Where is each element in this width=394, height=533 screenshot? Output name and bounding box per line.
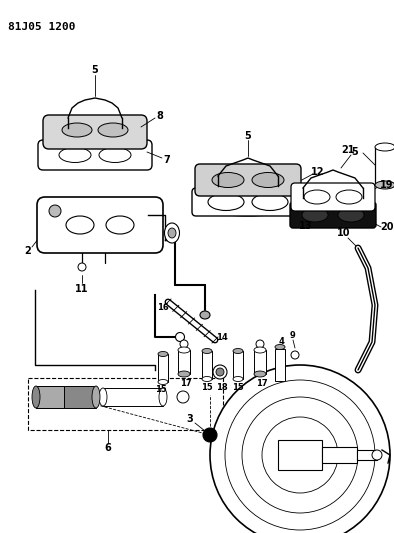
Bar [322,447,357,463]
Ellipse shape [372,450,382,460]
Ellipse shape [66,216,94,234]
Text: 8: 8 [156,111,164,121]
Bar [233,351,243,379]
Text: 15: 15 [155,385,167,394]
Text: 18: 18 [216,384,228,392]
Ellipse shape [59,148,91,163]
Text: 5: 5 [92,65,98,75]
Text: 15: 15 [201,383,213,392]
Ellipse shape [168,228,176,238]
Ellipse shape [375,181,394,189]
Ellipse shape [202,376,212,382]
Ellipse shape [233,376,243,382]
Ellipse shape [165,223,180,243]
Text: 17: 17 [180,379,192,389]
Ellipse shape [180,340,188,348]
Text: 14: 14 [216,333,228,342]
Ellipse shape [208,193,244,211]
Text: 6: 6 [105,443,112,453]
Ellipse shape [252,193,288,211]
Ellipse shape [178,371,190,377]
Ellipse shape [212,173,244,188]
Bar [178,350,190,374]
Bar [202,351,212,379]
Bar [254,350,266,374]
Bar [158,354,168,382]
Text: 10: 10 [337,228,351,238]
FancyBboxPatch shape [192,188,304,216]
Ellipse shape [49,205,61,217]
Ellipse shape [99,388,107,406]
Text: 4: 4 [279,336,285,345]
Text: 5: 5 [351,147,359,157]
Bar [103,388,163,406]
Text: 9: 9 [290,332,296,341]
Text: 19: 19 [380,180,394,190]
Ellipse shape [304,190,330,204]
Text: 3: 3 [187,414,193,424]
FancyBboxPatch shape [195,164,301,196]
Ellipse shape [338,208,364,222]
Bar [357,450,377,460]
FancyBboxPatch shape [37,197,163,253]
Ellipse shape [106,216,134,234]
Ellipse shape [275,344,285,350]
Ellipse shape [98,123,128,137]
FancyBboxPatch shape [290,202,376,228]
Ellipse shape [213,365,227,379]
Circle shape [242,397,358,513]
Text: 17: 17 [256,379,268,389]
Text: 11: 11 [75,284,89,294]
Bar [36,386,64,408]
Ellipse shape [200,311,210,319]
Ellipse shape [78,263,86,271]
Text: 21: 21 [341,145,355,155]
Ellipse shape [254,347,266,353]
FancyBboxPatch shape [38,140,152,170]
FancyBboxPatch shape [43,115,147,149]
Ellipse shape [233,349,243,353]
Ellipse shape [291,351,299,359]
Text: 7: 7 [164,155,170,165]
Ellipse shape [178,347,190,353]
Ellipse shape [293,184,373,209]
Text: 12: 12 [311,167,325,177]
Ellipse shape [159,388,167,406]
Ellipse shape [175,333,184,342]
Circle shape [210,365,390,533]
Text: 81J05 1200: 81J05 1200 [8,22,76,32]
Bar [278,440,322,470]
Text: 2: 2 [24,246,32,256]
Ellipse shape [256,340,264,348]
Text: 20: 20 [380,222,394,232]
Ellipse shape [375,143,394,151]
Ellipse shape [158,379,168,384]
Ellipse shape [32,386,40,408]
Ellipse shape [216,368,224,376]
Text: 16: 16 [157,303,169,311]
Text: 15: 15 [232,383,244,392]
Bar [36,386,96,408]
Ellipse shape [158,351,168,357]
Bar [275,349,285,381]
Ellipse shape [92,386,100,408]
Text: 5: 5 [245,131,251,141]
Ellipse shape [203,428,217,442]
Ellipse shape [302,208,328,222]
Bar [375,147,394,185]
Ellipse shape [336,190,362,204]
Ellipse shape [202,349,212,353]
Circle shape [262,417,338,493]
Ellipse shape [41,141,149,169]
Ellipse shape [252,173,284,188]
Ellipse shape [99,148,131,163]
Text: 13: 13 [299,221,313,231]
Ellipse shape [193,188,303,216]
Ellipse shape [177,391,189,403]
Circle shape [225,380,375,530]
Ellipse shape [254,371,266,377]
Bar [28,378,223,430]
FancyBboxPatch shape [291,183,375,211]
Ellipse shape [62,123,92,137]
